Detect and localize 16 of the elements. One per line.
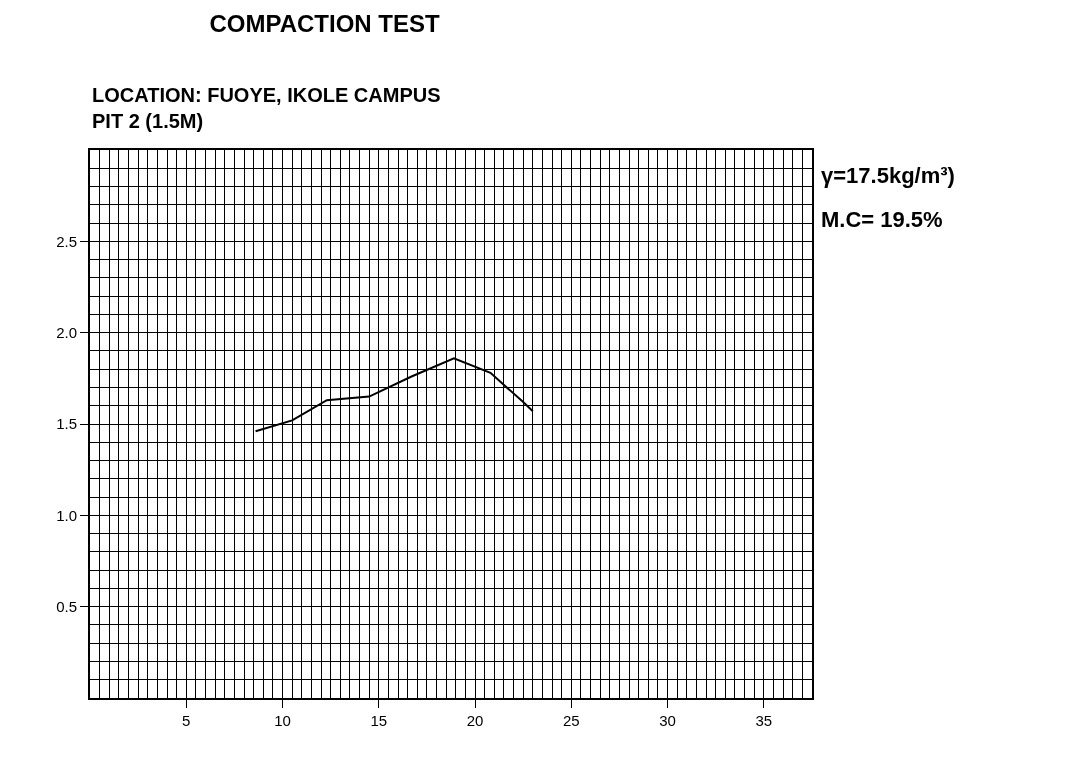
- y-tick-label: 1.5: [56, 415, 77, 433]
- y-tick-label: 1.0: [56, 506, 77, 524]
- x-tick-label: 15: [370, 712, 388, 729]
- chart-title: COMPACTION TEST: [209, 9, 441, 37]
- y-tick-label: 2.0: [56, 323, 77, 341]
- text: M.C= 19.5%: [821, 207, 943, 232]
- x-tick-label: 20: [466, 712, 484, 729]
- x-tick-label: 5: [182, 712, 191, 729]
- text: γ=17.5kg/m³): [821, 163, 955, 188]
- y-tick-label: 0.5: [56, 597, 77, 615]
- x-tick-label: 10: [274, 712, 291, 729]
- chart-subtitle: LOCATION: FUOYE, IKOLE CAMPUS PIT 2 (1.5M): [92, 84, 441, 132]
- x-tick-label: 30: [659, 712, 676, 729]
- y-tick-label: 2.5: [56, 232, 77, 250]
- x-tick-label: 35: [755, 712, 773, 729]
- x-tick-label: 25: [562, 712, 580, 729]
